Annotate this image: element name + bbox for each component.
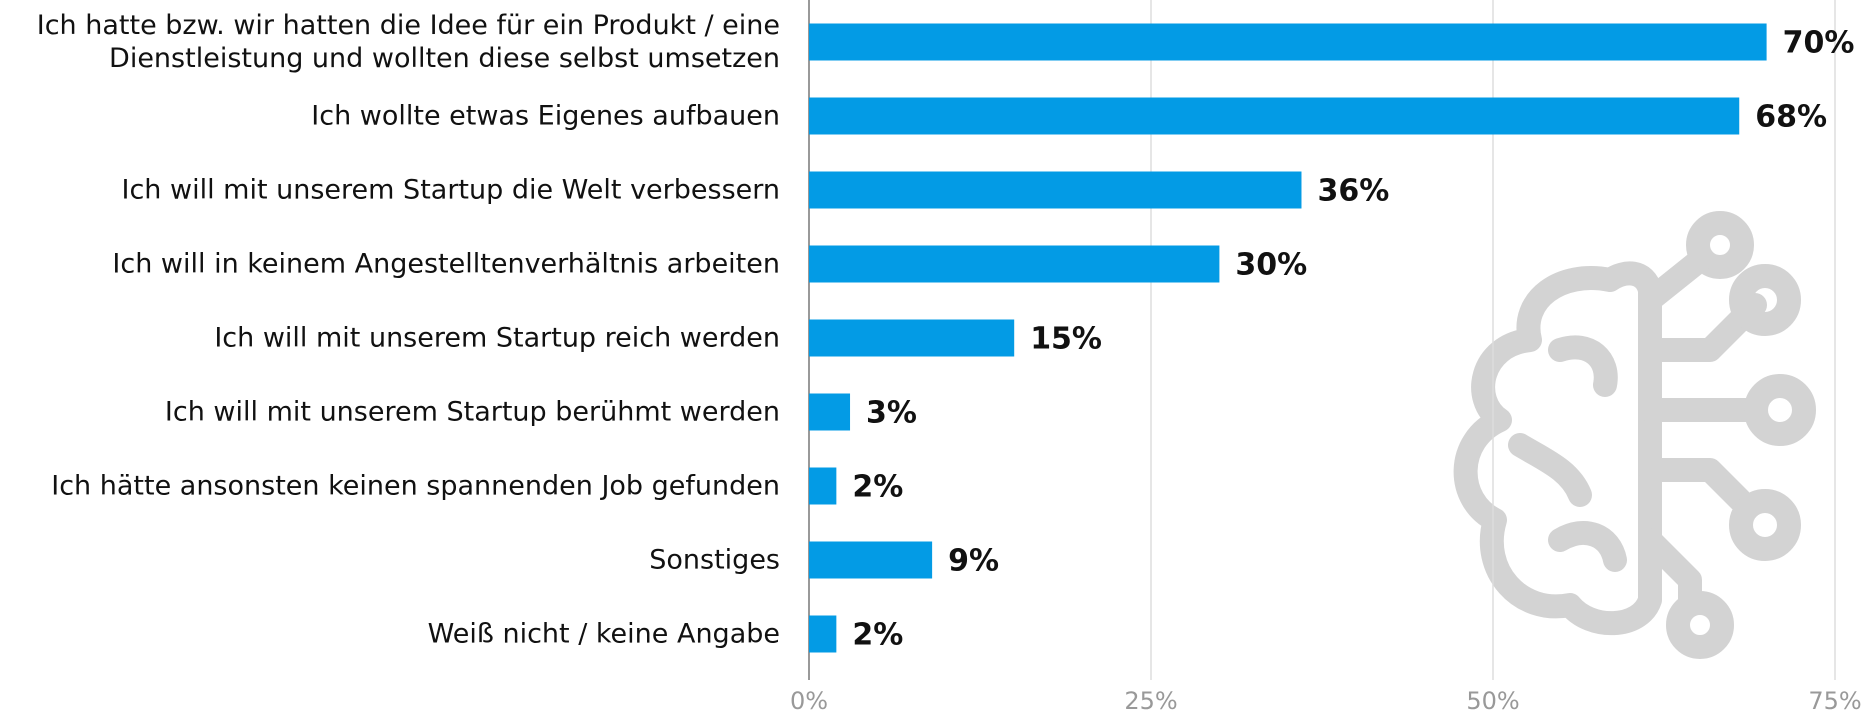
- bar: [809, 24, 1767, 61]
- value-label: 2%: [852, 470, 903, 505]
- x-tick-label: 25%: [1124, 687, 1177, 713]
- value-label: 3%: [866, 396, 917, 431]
- bar: [809, 172, 1301, 209]
- category-label: Ich wollte etwas Eigenes aufbauen: [0, 100, 780, 133]
- category-label: Ich hätte ansonsten keinen spannenden Jo…: [0, 470, 780, 503]
- bar: [809, 246, 1219, 283]
- category-label: Ich will mit unserem Startup die Welt ve…: [0, 174, 780, 207]
- brain-icon: [1466, 223, 1804, 647]
- value-label: 68%: [1755, 100, 1827, 135]
- category-label: Ich will in keinem Angestelltenverhältni…: [0, 248, 780, 281]
- bar: [809, 542, 932, 579]
- category-label: Ich hatte bzw. wir hatten die Idee für e…: [0, 9, 780, 75]
- bar: [809, 98, 1739, 135]
- x-tick-label: 0%: [790, 687, 828, 713]
- bar: [809, 394, 850, 431]
- category-label: Ich will mit unserem Startup berühmt wer…: [0, 396, 780, 429]
- category-label: Weiß nicht / keine Angabe: [0, 618, 780, 651]
- category-label: Ich will mit unserem Startup reich werde…: [0, 322, 780, 355]
- page: {"chart_data": {"type": "hbar", "categor…: [0, 0, 1868, 713]
- value-label: 2%: [852, 618, 903, 653]
- value-label: 15%: [1030, 322, 1102, 357]
- bar: [809, 468, 836, 505]
- bar: [809, 320, 1014, 357]
- value-label: 9%: [948, 544, 999, 579]
- x-tick-label: 75%: [1808, 687, 1861, 713]
- category-label: Sonstiges: [0, 544, 780, 577]
- x-tick-label: 50%: [1466, 687, 1519, 713]
- bar: [809, 616, 836, 653]
- value-label: 36%: [1317, 174, 1389, 209]
- value-label: 70%: [1783, 26, 1855, 61]
- value-label: 30%: [1235, 248, 1307, 283]
